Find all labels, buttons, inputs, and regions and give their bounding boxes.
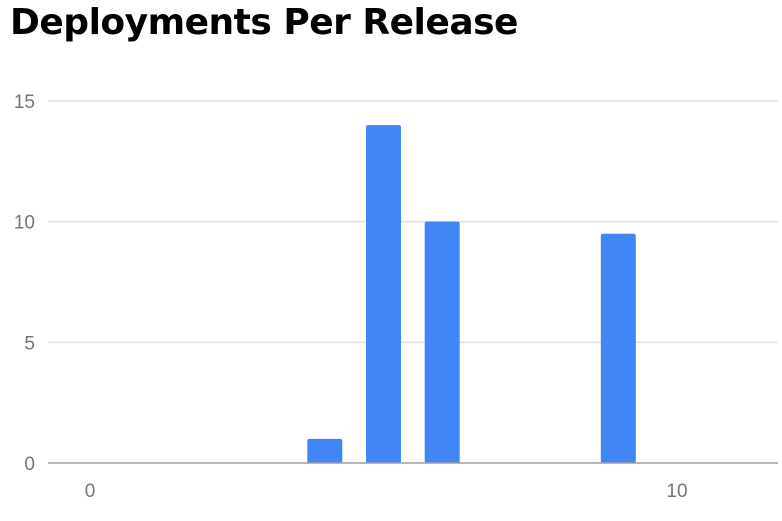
bar [424,221,460,463]
grid-lines [48,100,778,344]
y-axis-tick-labels: 0 5 10 15 [14,92,35,475]
y-tick-label: 15 [14,92,35,113]
bar [600,233,636,463]
x-axis-tick-labels: 0 10 [85,481,688,502]
y-tick-label: 5 [24,333,35,354]
chart-title: Deployments Per Release [10,2,518,43]
bar [307,438,343,463]
y-tick-label: 0 [24,454,35,475]
x-tick-label: 10 [666,481,687,502]
bars [307,125,636,463]
bar [366,125,401,463]
y-tick-label: 10 [14,213,35,234]
x-tick-label: 0 [85,481,96,502]
